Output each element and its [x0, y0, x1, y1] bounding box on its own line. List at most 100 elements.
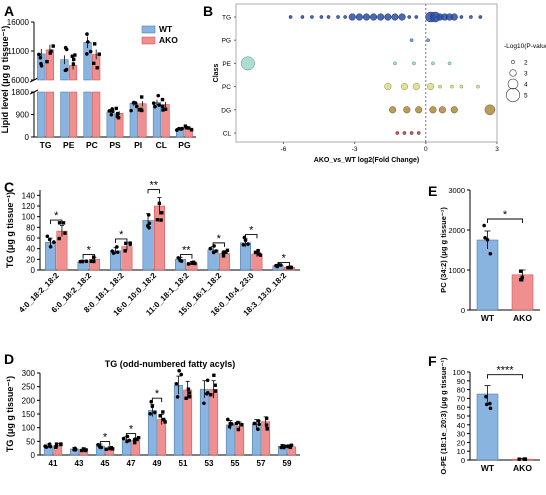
data-point: [279, 263, 283, 267]
y-tick-label: 50: [457, 412, 465, 421]
data-point: [484, 394, 488, 399]
legend-size-circle: [505, 88, 520, 103]
data-point: [57, 221, 62, 225]
data-point: [221, 254, 226, 258]
y-axis-label: PC (34:2) (μg g tissue⁻¹): [439, 207, 448, 293]
bubble-point: [336, 15, 340, 19]
data-point: [63, 231, 67, 235]
y-tick-label: PE: [222, 61, 231, 68]
bar-wt-lower: [83, 91, 92, 138]
y-tick-label: 90: [457, 377, 465, 386]
bubble-point: [384, 83, 392, 91]
data-point: [517, 457, 521, 461]
data-point: [187, 126, 191, 130]
y-tick-label: TG: [222, 15, 231, 22]
data-point: [136, 436, 141, 440]
panel-d-letter: D: [4, 351, 14, 367]
data-point: [202, 401, 206, 406]
bubble-point: [415, 106, 423, 114]
significance-marker: *: [155, 388, 160, 400]
bar-ako-lower: [92, 91, 101, 138]
y-tick-label: 80: [457, 386, 465, 395]
chart-title: TG (odd-numbered fatty acyls): [105, 359, 236, 369]
significance-marker-bracket: [99, 441, 111, 446]
data-point: [256, 248, 260, 253]
legend-title: -Log10(P-value): [504, 43, 546, 50]
data-point: [151, 101, 156, 105]
data-point: [139, 95, 144, 99]
data-point: [265, 426, 269, 431]
data-point: [92, 259, 96, 264]
data-point: [186, 262, 191, 266]
y-tick-label: 1800: [11, 88, 29, 97]
data-point: [221, 250, 226, 255]
bar-ako: [209, 389, 219, 456]
significance-marker-bracket: [245, 233, 258, 239]
data-point: [205, 378, 210, 383]
x-tick-label: PI: [134, 140, 142, 150]
data-point: [258, 253, 263, 257]
data-point: [253, 250, 258, 255]
y-tick-label: CL: [223, 131, 232, 138]
data-point: [484, 402, 489, 407]
plot-frame: [235, 3, 498, 143]
significance-marker-bracket: [125, 433, 137, 438]
significance-marker: *: [54, 210, 59, 222]
data-point: [189, 128, 194, 132]
bubble-point: [400, 83, 409, 91]
x-tick-label: 49: [153, 459, 162, 468]
data-point: [99, 445, 104, 450]
data-point: [187, 391, 192, 395]
panel-b: B -6 -3 0 3 TG PG PE PC DG CL AKO_vs_WT log2(Fold …: [203, 3, 546, 164]
bubble-point: [484, 104, 496, 116]
legend-size-label: 4: [524, 82, 528, 89]
significance-marker-bracket: [115, 238, 128, 243]
data-point: [179, 372, 184, 377]
data-point: [109, 112, 114, 117]
significance-marker: *: [503, 209, 508, 221]
data-point: [518, 269, 523, 273]
data-point: [177, 368, 181, 373]
data-point: [132, 438, 137, 442]
significance-marker: *: [129, 424, 134, 436]
data-point: [174, 382, 179, 386]
data-point: [488, 401, 492, 406]
x-tick-label: WT: [481, 463, 495, 473]
y-tick-label: 40: [26, 245, 35, 254]
data-point: [45, 59, 49, 64]
x-tick-label: 55: [231, 459, 240, 468]
data-point: [73, 448, 78, 452]
bubble-point: [391, 13, 399, 21]
data-point: [289, 443, 294, 447]
data-point: [115, 245, 119, 249]
data-point: [241, 243, 246, 247]
data-point: [224, 250, 228, 254]
panel-e: E 0 1000 2000 3000 PC (34:2) (μg g tissue⁻¹)…: [428, 183, 540, 323]
bubble-point: [310, 15, 314, 19]
data-point: [243, 238, 248, 243]
bubble-point: [450, 106, 458, 114]
data-point: [140, 108, 144, 113]
data-point: [161, 108, 165, 112]
data-point: [163, 107, 168, 111]
data-point: [153, 104, 157, 109]
data-point: [123, 249, 127, 253]
bubble-point: [414, 15, 419, 19]
bubble-point: [427, 83, 435, 91]
data-point: [482, 223, 486, 228]
y-tick-label: 1000: [448, 266, 465, 275]
y-tick-label: 100: [22, 213, 36, 222]
data-point: [49, 49, 53, 53]
data-point: [39, 61, 43, 66]
data-point: [288, 445, 292, 450]
panel-c-letter: C: [4, 179, 14, 195]
data-point: [157, 103, 161, 107]
legend-size-label: 5: [524, 93, 528, 100]
y-axis-label: TG (μg g tissue⁻¹): [5, 376, 15, 452]
data-point: [43, 444, 47, 448]
data-point: [520, 275, 524, 280]
bubble-point: [476, 84, 480, 89]
bar-wt: [476, 239, 499, 311]
data-point: [159, 218, 163, 222]
